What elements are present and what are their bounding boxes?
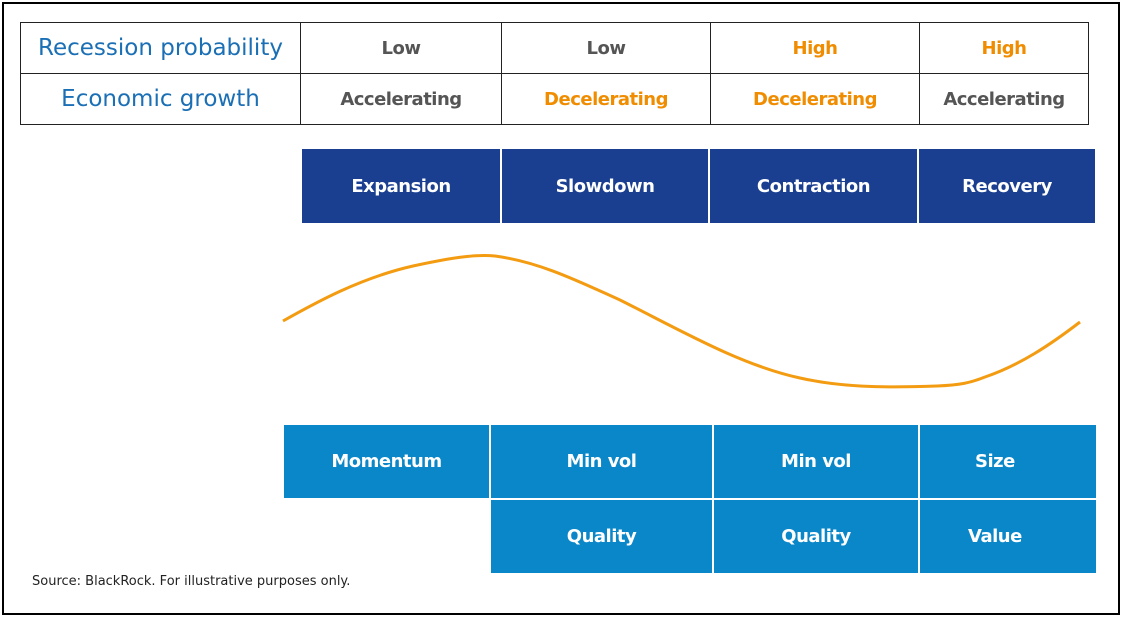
phase-expansion: Expansion — [302, 149, 500, 223]
phase-slowdown: Slowdown — [502, 149, 708, 223]
factor-min-vol-contraction: Min vol — [714, 425, 918, 498]
factor-momentum: Momentum — [284, 425, 489, 498]
phase-recovery: Recovery — [919, 149, 1095, 223]
factor-quality-contraction: Quality — [714, 500, 918, 573]
source-note: Source: BlackRock. For illustrative purp… — [32, 574, 351, 589]
factor-quality-slowdown: Quality — [491, 500, 712, 573]
phase-contraction: Contraction — [710, 149, 917, 223]
business-cycle-curve — [282, 254, 1081, 389]
factor-size: Size — [920, 425, 1096, 498]
growth-recovery: Accelerating — [919, 73, 1089, 125]
factor-min-vol-slowdown: Min vol — [491, 425, 712, 498]
factor-value: Value — [920, 500, 1096, 573]
